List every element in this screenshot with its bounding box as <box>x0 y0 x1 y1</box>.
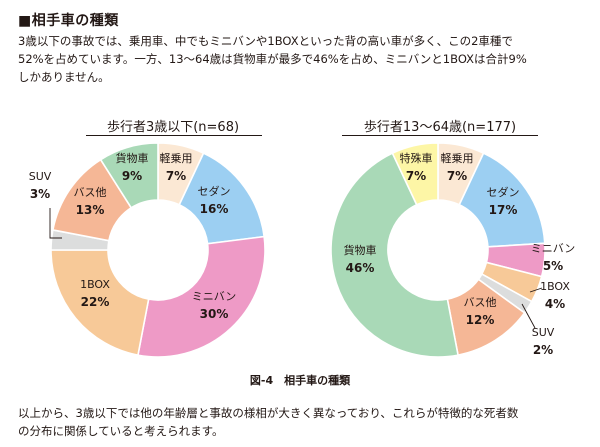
section-heading: ■相手車の種類 <box>18 13 119 29</box>
chart-title-under3: 歩行者3歳以下(n=68) <box>106 120 240 135</box>
intro-line-3: しかありません。 <box>18 70 110 84</box>
slice-label: 軽乗用 <box>441 152 474 165</box>
chart-title-13to64: 歩行者13～64歳(n=177) <box>363 120 517 135</box>
slice-label: SUV <box>29 170 52 183</box>
figure-caption: 図-4 相手車の種類 <box>249 374 351 387</box>
slice-value-label: 7% <box>166 169 186 183</box>
chart-title-underline <box>342 135 538 136</box>
closing-line-1: 以上から、3歳以下では他の年齢層と事故の様相が大きく異なっており、これらが特徴的… <box>18 406 519 420</box>
slice-value-label: 7% <box>406 169 426 183</box>
slice-1BOX <box>50 249 150 357</box>
slice-label: SUV <box>532 326 555 339</box>
slice-label: バス他 <box>464 296 497 309</box>
slice-label: 1BOX <box>540 280 570 293</box>
slice-ミニバン <box>137 235 266 358</box>
slice-value-label: 46% <box>346 261 375 275</box>
slice-value-label: 9% <box>122 169 142 183</box>
slice-特殊車 <box>391 142 439 206</box>
slice-value-label: 7% <box>447 169 467 183</box>
slice-label: セダン <box>487 185 520 199</box>
slice-value-label: 2% <box>533 343 553 357</box>
slice-貨物車 <box>99 142 159 209</box>
slice-label: 軽乗用 <box>160 152 193 165</box>
slice-value-label: 17% <box>489 203 518 217</box>
slice-value-label: 12% <box>466 313 495 327</box>
chart-title-underline <box>86 135 262 136</box>
leader-line <box>49 208 62 239</box>
slice-label: セダン <box>198 184 231 198</box>
slice-value-label: 30% <box>200 307 229 321</box>
leader-line <box>529 287 543 293</box>
slice-label: 貨物車 <box>116 151 149 165</box>
slice-label: ミニバン <box>531 242 576 255</box>
slice-value-label: 5% <box>543 259 563 273</box>
slice-value-label: 16% <box>200 202 229 216</box>
slice-value-label: 3% <box>30 187 50 201</box>
leader-line <box>521 303 536 329</box>
slice-label: ミニバン <box>192 290 237 303</box>
slice-label: バス他 <box>74 186 107 199</box>
slice-value-label: 13% <box>76 203 105 217</box>
intro-line-1: 3歳以下の事故では、乗用車、中でもミニバンや1BOXといった背の高い車が多く、こ… <box>18 34 513 48</box>
slice-label: 貨物車 <box>344 243 377 257</box>
closing-line-2: の分布に関係していると考えられます。 <box>18 424 224 438</box>
slice-label: 特殊車 <box>400 151 433 165</box>
slice-value-label: 22% <box>81 295 110 309</box>
slice-貨物車 <box>330 152 459 358</box>
slice-label: 1BOX <box>80 278 110 291</box>
slice-value-label: 4% <box>545 297 565 311</box>
intro-line-2: 52%を占めています。一方、13～64歳は貨物車が最多で46%を占め、ミニバンと… <box>18 52 527 66</box>
